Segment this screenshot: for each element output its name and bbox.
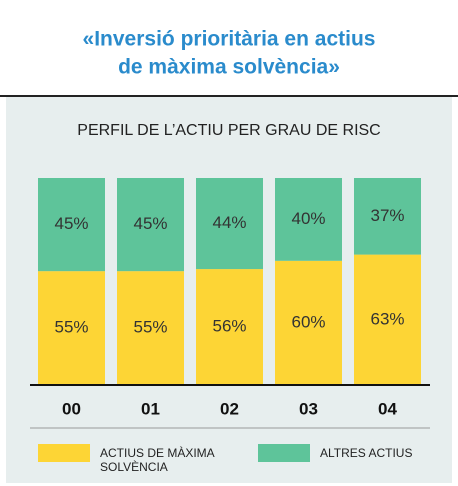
bar-segment — [275, 178, 342, 261]
chart-title: de màxima solvència» — [118, 56, 340, 79]
bar-segment — [38, 271, 105, 385]
chart-title: «Inversió prioritària en actius — [83, 28, 376, 51]
bar-segment — [275, 260, 342, 385]
x-tick-label: 03 — [299, 399, 318, 418]
bar-segment — [38, 178, 105, 272]
value-label: 45% — [54, 214, 88, 233]
value-label: 45% — [133, 214, 167, 233]
legend-label: ACTIUS DE MÀXIMA SOLVÈNCIA — [100, 446, 215, 474]
x-tick-label: 01 — [141, 399, 160, 418]
value-label: 44% — [212, 213, 246, 232]
legend-swatch — [258, 444, 310, 462]
bar-segment — [117, 271, 184, 385]
subtitle: PERFIL DE L’ACTIU PER GRAU DE RISC — [77, 122, 380, 139]
bar-segment — [196, 269, 263, 385]
value-label: 37% — [370, 206, 404, 225]
x-tick-label: 02 — [220, 399, 239, 418]
value-label: 63% — [370, 309, 404, 328]
legend-label: ALTRES ACTIUS — [320, 446, 413, 460]
x-tick-label: 04 — [378, 399, 397, 418]
bar-segment — [196, 178, 263, 270]
bar-segment — [354, 254, 421, 385]
bar-segment — [354, 178, 421, 255]
bar-segment — [117, 178, 184, 272]
value-label: 55% — [133, 318, 167, 337]
legend-swatch — [38, 444, 90, 462]
value-label: 55% — [54, 318, 88, 337]
x-tick-label: 00 — [62, 399, 81, 418]
value-label: 56% — [212, 317, 246, 336]
value-label: 40% — [291, 209, 325, 228]
value-label: 60% — [291, 312, 325, 331]
